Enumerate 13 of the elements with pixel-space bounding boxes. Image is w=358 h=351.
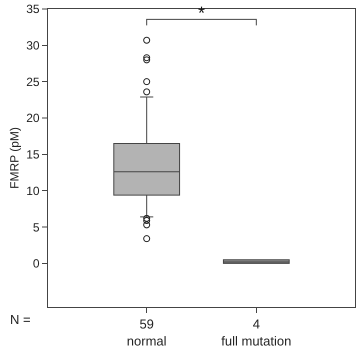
y-tick-label: 20 (26, 111, 40, 126)
y-tick-label: 25 (26, 74, 40, 89)
text: N = (10, 312, 31, 327)
annotation: * (198, 3, 206, 23)
y-tick-label: 0 (32, 256, 40, 271)
y-tick-label: 15 (26, 148, 40, 162)
y-tick-label: 5 (32, 220, 40, 234)
y-tick-label: 35 (26, 2, 40, 16)
x-tick-label: 59 normal (126, 316, 167, 348)
y-tick-label: 30 (26, 38, 40, 53)
x-tick-label: 4 full mutation (221, 316, 292, 348)
y-tick-label: 10 (26, 184, 40, 198)
y-axis-title: FMRP (pM) (8, 127, 22, 189)
